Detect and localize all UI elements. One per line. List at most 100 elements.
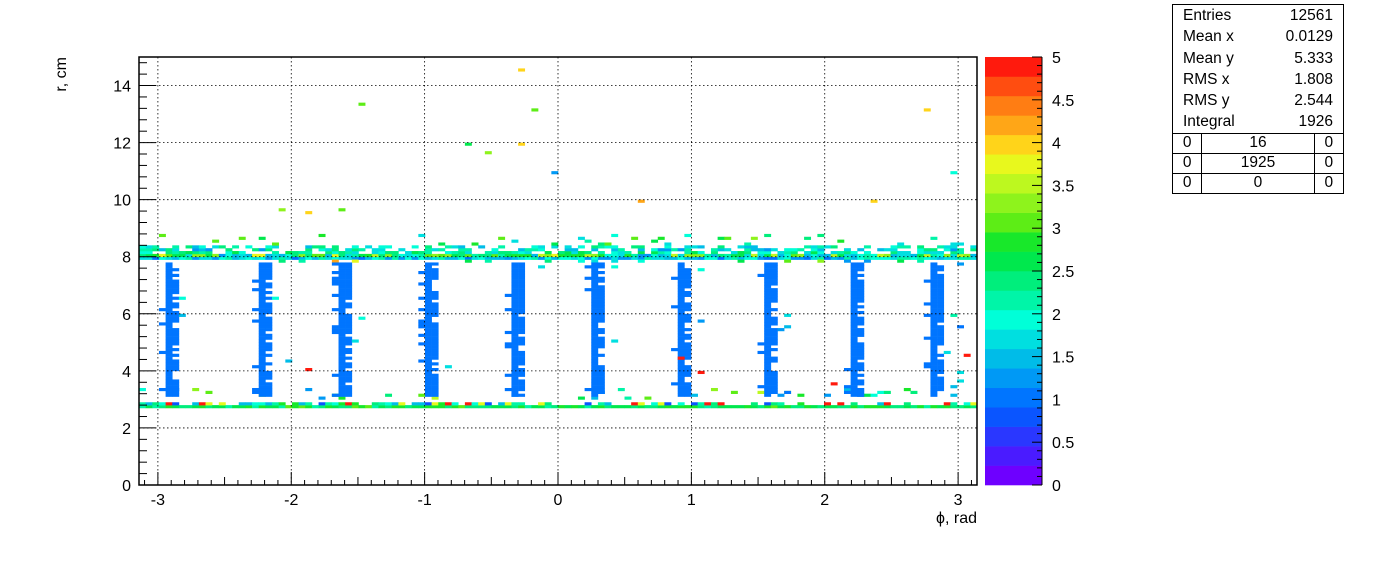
heatmap-cell	[597, 310, 605, 315]
heatmap-cell	[431, 293, 439, 297]
heatmap-cell	[431, 273, 439, 277]
heatmap-cell	[591, 353, 599, 357]
heatmap-cell	[258, 316, 266, 320]
heatmap-cell	[684, 393, 692, 397]
heatmap-cell	[930, 285, 938, 289]
x-tick-label: 2	[820, 492, 829, 509]
heatmap-cell	[850, 319, 858, 323]
heatmap-cell	[265, 336, 273, 340]
heatmap-cell	[518, 359, 526, 363]
heatmap-cell	[597, 373, 605, 377]
heatmap-cell	[937, 342, 945, 346]
heatmap-cell	[484, 151, 492, 155]
heatmap-cell	[883, 248, 891, 252]
heatmap-cell	[597, 256, 605, 260]
heatmap-cell	[424, 356, 432, 360]
heatmap-cell	[903, 405, 911, 409]
heatmap-cell	[431, 328, 439, 332]
heatmap-cell	[265, 319, 273, 323]
heatmap-cell	[338, 282, 346, 286]
heatmap-cell	[444, 365, 452, 369]
heatmap-cell	[637, 259, 645, 263]
heatmap-cell	[258, 336, 266, 340]
heatmap-cell	[351, 402, 359, 406]
heatmap-cell	[444, 256, 452, 260]
heatmap-cell	[484, 251, 492, 255]
heatmap-cell	[857, 256, 865, 260]
stats-label: Mean y	[1183, 49, 1234, 67]
heatmap-cell	[538, 248, 545, 252]
heatmap-cell	[172, 288, 180, 292]
heatmap-cell	[158, 308, 166, 312]
heatmap-cell	[937, 325, 945, 329]
heatmap-cell	[252, 253, 260, 258]
palette-swatch	[985, 368, 1042, 389]
heatmap-cell	[591, 265, 599, 269]
heatmap-cell	[657, 405, 665, 409]
heatmap-cell	[265, 276, 273, 280]
heatmap-cell	[684, 370, 692, 375]
heatmap-cell	[198, 405, 206, 409]
heatmap-cell	[764, 385, 772, 389]
heatmap-cell	[790, 405, 798, 409]
heatmap-cell	[571, 405, 579, 409]
heatmap-cell	[358, 248, 366, 252]
heatmap-cell	[764, 256, 772, 260]
heatmap-cell	[577, 251, 585, 255]
heatmap-cell	[764, 308, 772, 312]
heatmap-cell	[804, 236, 812, 240]
heatmap-cell	[165, 330, 173, 335]
heatmap-cell	[331, 393, 339, 397]
heatmap-cell	[345, 285, 353, 289]
heatmap-cell	[591, 299, 599, 303]
heatmap-cell	[930, 385, 938, 389]
heatmap-cell	[471, 242, 479, 246]
heatmap-cell	[431, 350, 439, 355]
heatmap-cell	[212, 239, 220, 243]
heatmap-cell	[518, 405, 526, 409]
heatmap-cell	[591, 325, 599, 329]
heatmap-cell	[458, 405, 466, 409]
heatmap-cell	[518, 276, 526, 280]
heatmap-cell	[597, 376, 605, 380]
heatmap-cell	[764, 370, 772, 375]
heatmap-cell	[950, 405, 958, 409]
heatmap-cell	[571, 251, 579, 255]
heatmap-cell	[331, 248, 339, 252]
x-tick-label: 3	[954, 492, 963, 509]
heatmap-cell	[817, 259, 825, 263]
heatmap-cell	[591, 285, 599, 289]
heatmap-cell	[338, 379, 346, 383]
heatmap-cell	[577, 245, 585, 249]
heatmap-cell	[930, 310, 938, 315]
heatmap-cell	[391, 251, 399, 255]
heatmap-cell	[504, 308, 512, 312]
heatmap-cell	[671, 253, 679, 258]
overflow-cell: 1925	[1201, 152, 1315, 174]
heatmap-cell	[265, 348, 273, 352]
heatmap-cell	[750, 402, 758, 406]
heatmap-cell	[877, 253, 885, 258]
heatmap-cell	[265, 268, 273, 272]
heatmap-cell	[265, 265, 273, 269]
heatmap-cell	[298, 405, 306, 409]
heatmap-cell	[258, 302, 266, 306]
heatmap-cell	[617, 253, 625, 258]
heatmap-cell	[504, 387, 512, 392]
heatmap-cell	[165, 251, 173, 255]
heatmap-cell	[252, 279, 260, 283]
heatmap-cell	[511, 290, 519, 295]
heatmap-cell	[165, 390, 173, 394]
heatmap-cell	[617, 248, 625, 252]
heatmap-cell	[371, 248, 379, 252]
heatmap-cell	[424, 282, 432, 286]
heatmap-cell	[258, 268, 266, 272]
heatmap-cell	[538, 256, 545, 260]
heatmap-cell	[285, 253, 293, 258]
heatmap-cell	[511, 373, 519, 377]
heatmap-cell	[817, 233, 825, 238]
heatmap-cell	[278, 402, 286, 406]
heatmap-cell	[950, 402, 958, 406]
stats-value: 0.0129	[1285, 28, 1333, 46]
heatmap-cell	[930, 370, 938, 375]
